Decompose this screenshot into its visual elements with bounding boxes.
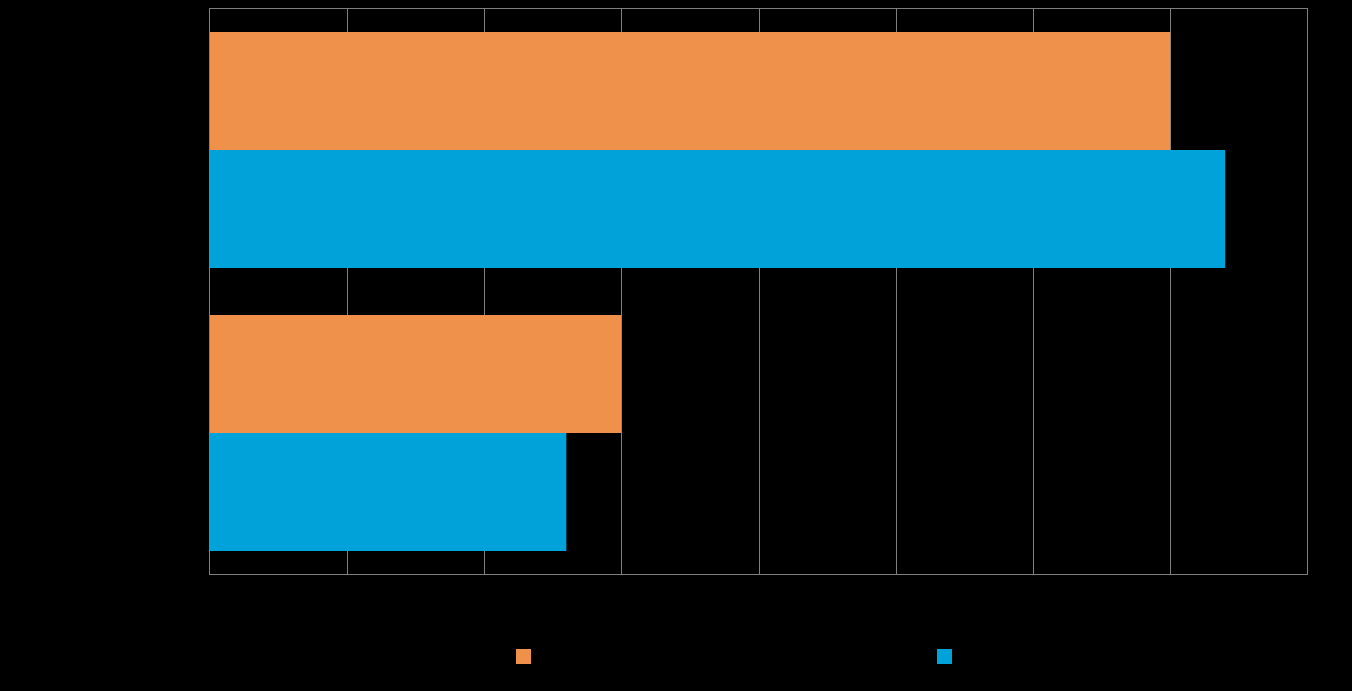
bar bbox=[210, 32, 1171, 150]
legend-swatch bbox=[937, 649, 952, 664]
legend bbox=[516, 649, 952, 664]
bar bbox=[210, 315, 622, 433]
bar bbox=[210, 150, 1226, 268]
bars bbox=[210, 32, 1226, 551]
legend-swatch bbox=[516, 649, 531, 664]
bar bbox=[210, 433, 567, 551]
plot-area-border bbox=[209, 8, 1308, 575]
